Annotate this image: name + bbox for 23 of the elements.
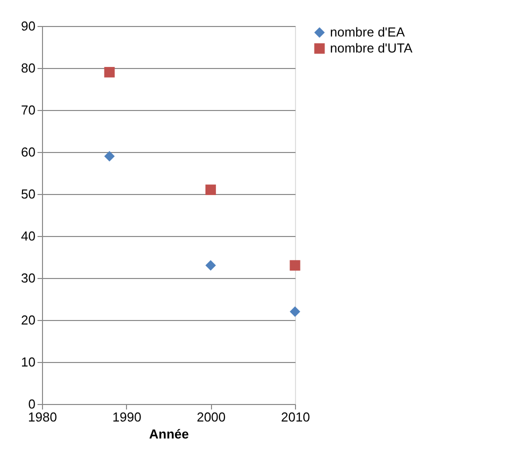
x-tick-label: 1980	[28, 410, 57, 424]
y-tick-label: 70	[21, 102, 36, 118]
y-tick-label: 20	[21, 312, 36, 328]
y-tick-label: 50	[21, 186, 36, 202]
point	[205, 260, 216, 271]
y-tick-label: 90	[21, 18, 36, 34]
x-tick-label: 2010	[281, 410, 310, 424]
legend-label: nombre d'EA	[330, 24, 406, 40]
x-tick-label: 1990	[112, 410, 142, 424]
point	[104, 150, 115, 162]
y-tick-label: 10	[21, 354, 36, 370]
point	[104, 66, 115, 78]
y-tick-label: 30	[21, 270, 36, 286]
point	[290, 260, 300, 271]
point	[290, 306, 300, 317]
x-axis-title: Année	[149, 426, 189, 442]
point	[205, 184, 216, 196]
y-tick-label: 60	[21, 144, 36, 160]
x-tick-label: 2000	[196, 410, 226, 424]
legend-label: nombre d'UTA	[330, 40, 413, 56]
y-tick-label: 0	[28, 396, 36, 412]
y-tick-label: 40	[21, 228, 36, 244]
y-tick-label: 80	[21, 60, 36, 76]
